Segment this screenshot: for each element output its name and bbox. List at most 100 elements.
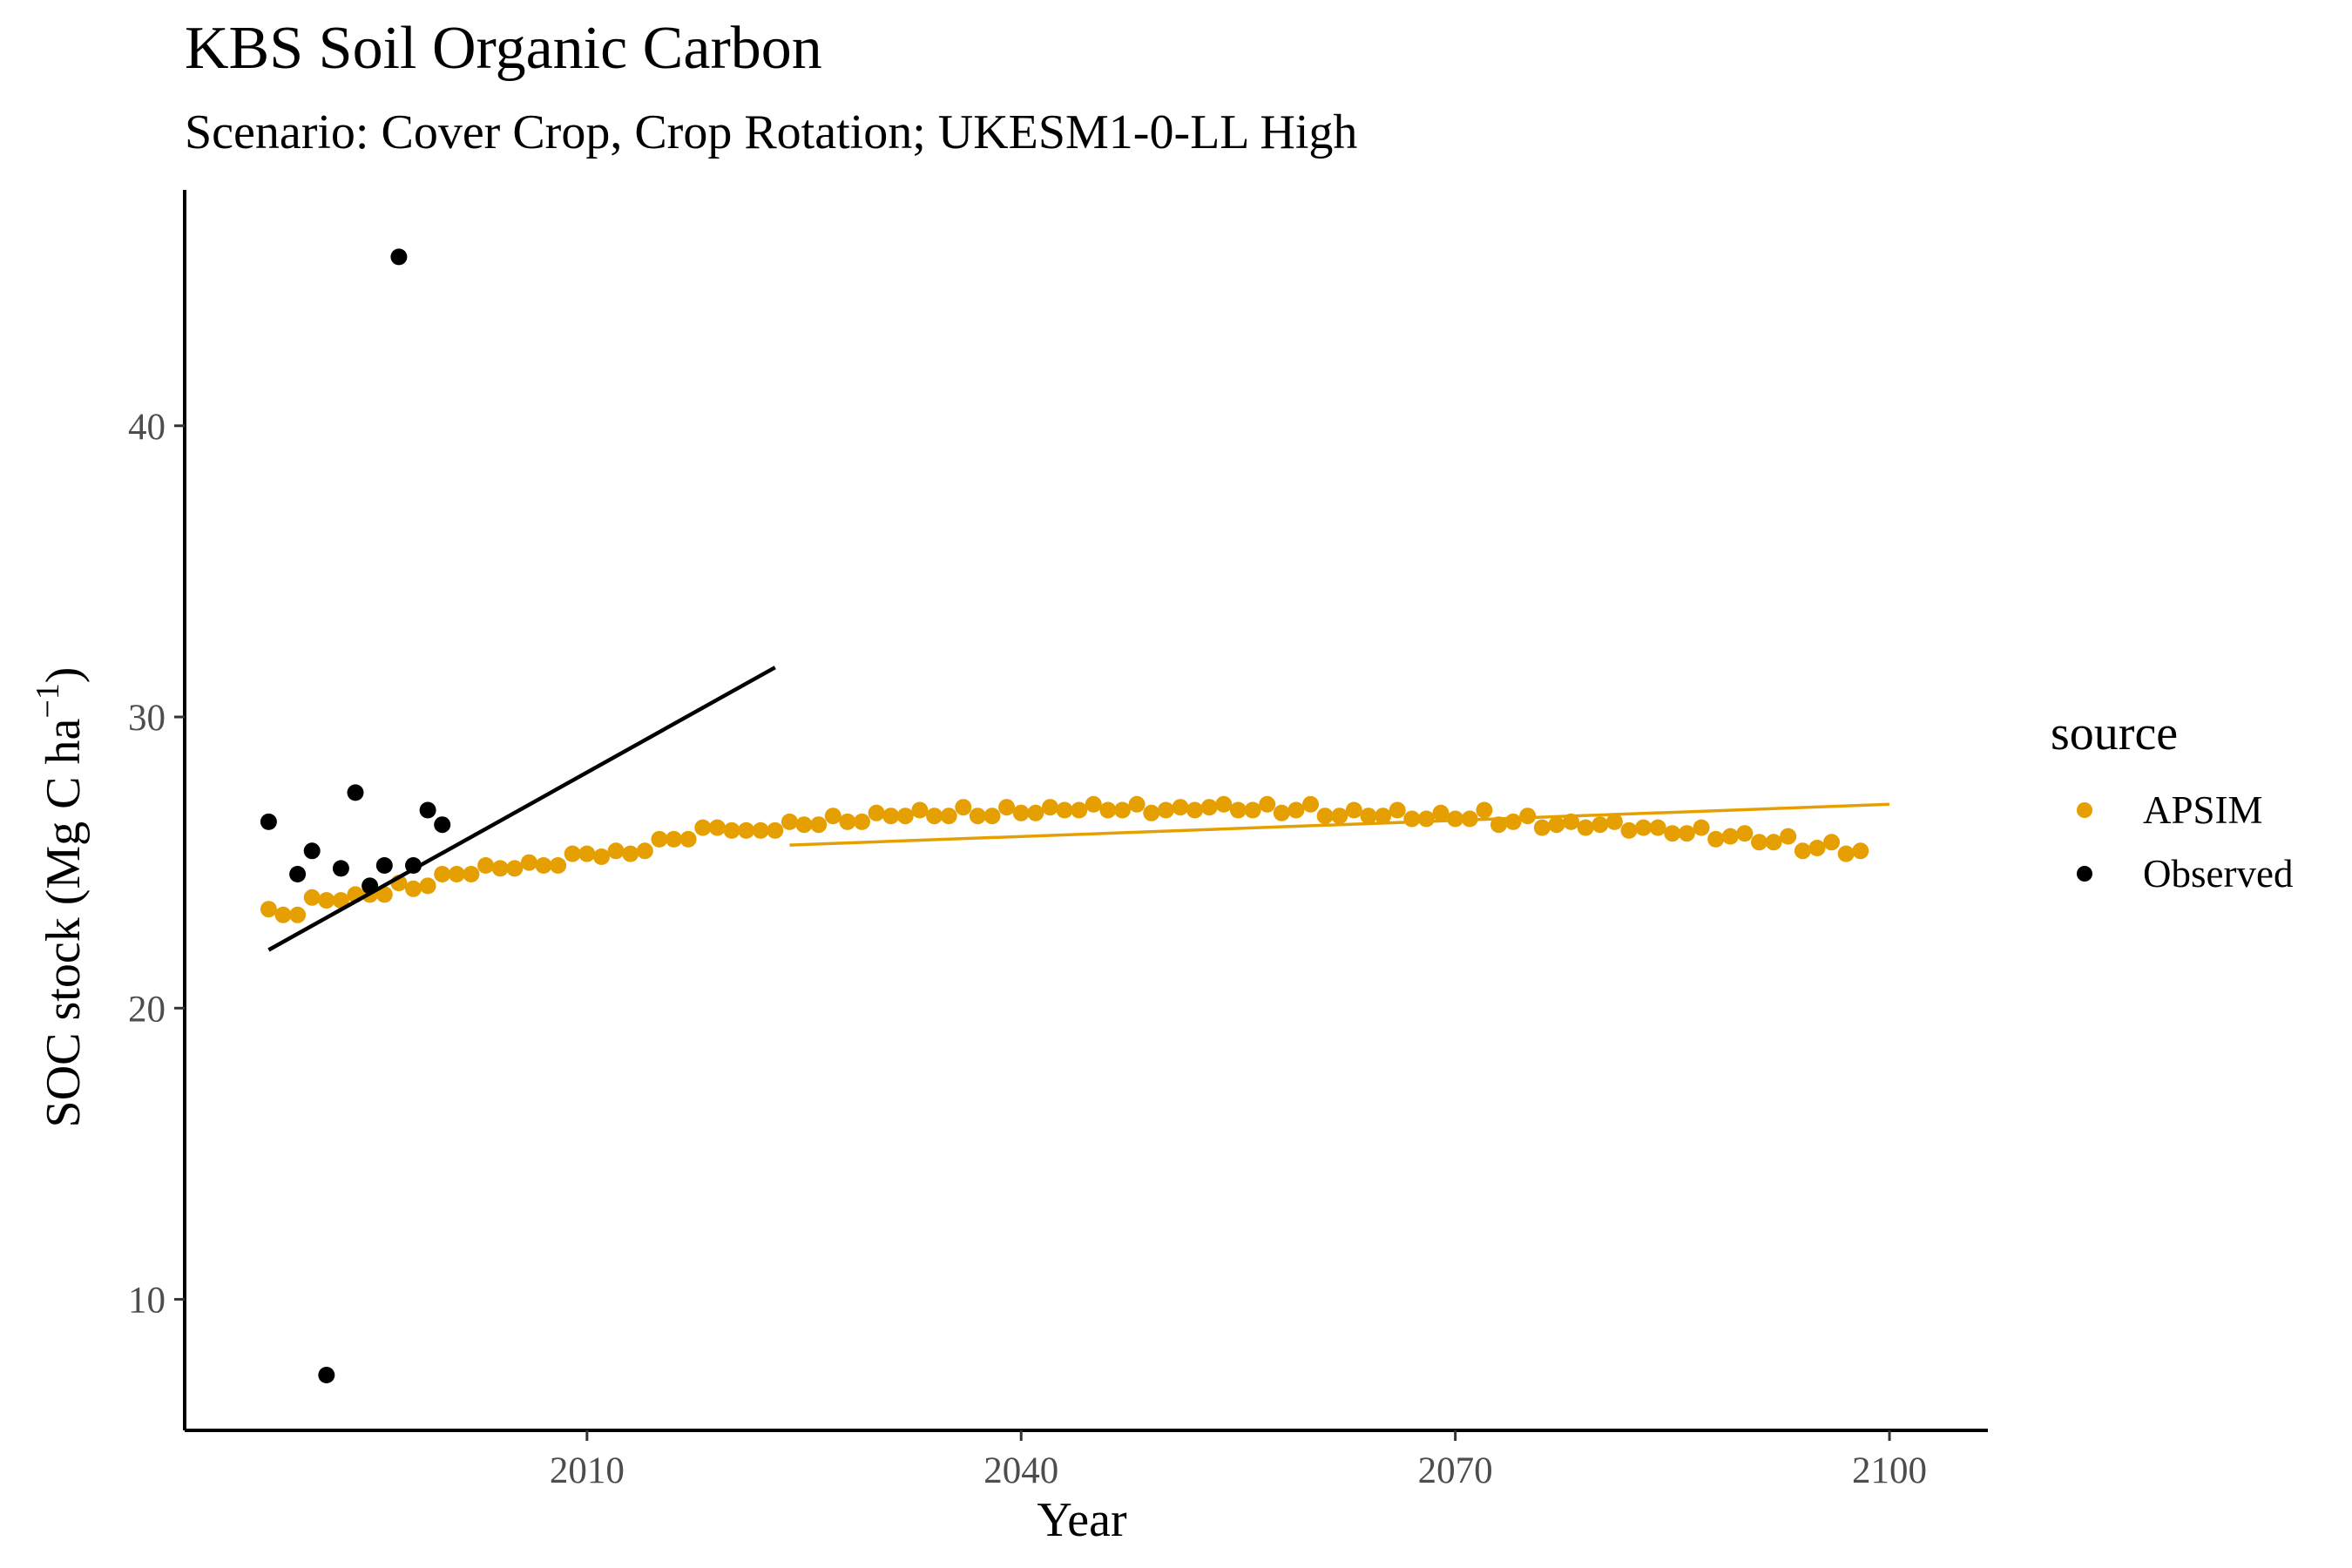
apsim-point-35: [767, 821, 784, 839]
apsim-point-14: [463, 866, 480, 882]
observed-point-10: [419, 801, 436, 819]
apsim-point-57: [1085, 795, 1102, 813]
apsim-point-92: [1592, 816, 1609, 834]
observed-point-2: [303, 842, 321, 860]
apsim-point-97: [1664, 825, 1681, 842]
apsim-point-66: [1215, 795, 1233, 813]
y-tick-label-20: 20: [128, 989, 166, 1030]
apsim-point-59: [1114, 801, 1131, 819]
apsim-point-11: [419, 877, 436, 895]
chart-subtitle: Scenario: Cover Crop, Crop Rotation; UKE…: [185, 105, 1357, 159]
apsim-point-53: [1027, 804, 1044, 821]
observed-point-4: [332, 860, 349, 877]
legend-title: source: [2051, 706, 2178, 760]
apsim-point-74: [1331, 808, 1348, 825]
apsim-point-4: [318, 892, 335, 909]
apsim-point-24: [607, 842, 625, 860]
apsim-point-101: [1721, 828, 1739, 845]
apsim-point-68: [1244, 801, 1261, 819]
legend-key-apsim: [2077, 802, 2092, 818]
legend-label-observed: Observed: [2143, 852, 2293, 896]
apsim-point-106: [1794, 842, 1811, 860]
apsim-point-104: [1765, 834, 1782, 851]
apsim-point-12: [434, 866, 451, 882]
apsim-point-17: [506, 860, 524, 877]
y-tick-label-30: 30: [128, 698, 166, 739]
apsim-point-87: [1519, 808, 1537, 825]
apsim-point-10: [405, 880, 422, 897]
apsim-point-110: [1852, 842, 1869, 860]
apsim-point-73: [1316, 808, 1334, 825]
apsim-point-80: [1417, 810, 1435, 828]
apsim-point-29: [679, 830, 697, 848]
apsim-point-105: [1780, 828, 1797, 845]
apsim-point-34: [752, 821, 769, 839]
apsim-point-55: [1056, 801, 1073, 819]
apsim-point-8: [375, 886, 393, 903]
apsim-point-0: [260, 901, 277, 918]
apsim-point-39: [824, 808, 841, 825]
apsim-point-96: [1649, 819, 1666, 836]
apsim-point-31: [708, 819, 726, 836]
apsim-point-16: [491, 860, 509, 877]
x-axis-title: Year: [1037, 1493, 1127, 1547]
legend-label-apsim: APSIM: [2143, 788, 2263, 832]
apsim-point-36: [781, 813, 798, 830]
apsim-point-54: [1042, 799, 1058, 816]
apsim-point-58: [1099, 801, 1117, 819]
apsim-point-42: [868, 804, 885, 821]
apsim-point-109: [1837, 845, 1855, 862]
y-axis-title: SOC stock (Mg C ha−1): [30, 667, 91, 1128]
apsim-point-27: [651, 830, 668, 848]
apsim-point-88: [1533, 819, 1551, 836]
observed-trend-line: [267, 666, 776, 952]
apsim-point-46: [926, 808, 943, 825]
x-tick-label-2100: 2100: [1852, 1450, 1927, 1491]
apsim-point-62: [1157, 801, 1174, 819]
apsim-point-75: [1345, 801, 1362, 819]
apsim-point-5: [332, 892, 349, 909]
apsim-point-33: [738, 821, 755, 839]
observed-point-1: [289, 866, 307, 882]
apsim-point-30: [694, 819, 712, 836]
apsim-point-47: [940, 808, 957, 825]
apsim-point-44: [896, 808, 914, 825]
apsim-point-67: [1229, 801, 1247, 819]
apsim-point-86: [1504, 813, 1522, 830]
axes: 2010 2040 2070 2100 10 20 30 40: [128, 190, 1988, 1491]
apsim-point-21: [564, 845, 581, 862]
observed-point-7: [375, 857, 393, 874]
apsim-point-56: [1071, 801, 1088, 819]
apsim-point-63: [1172, 799, 1189, 816]
apsim-point-84: [1476, 801, 1493, 819]
apsim-point-15: [477, 857, 495, 874]
chart-title: KBS Soil Organic Carbon: [185, 15, 822, 82]
apsim-point-69: [1259, 795, 1276, 813]
y-tick-label-10: 10: [128, 1281, 166, 1321]
plot-area: [260, 248, 1890, 1383]
apsim-point-77: [1375, 808, 1392, 825]
apsim-point-91: [1577, 819, 1594, 836]
apsim-point-19: [535, 857, 552, 874]
apsim-point-100: [1707, 830, 1725, 848]
x-tick-label-2010: 2010: [550, 1450, 625, 1491]
y-axis-title-superscript: −1: [30, 683, 66, 718]
observed-point-3: [318, 1367, 335, 1383]
apsim-point-107: [1808, 840, 1826, 856]
apsim-point-65: [1200, 799, 1218, 816]
apsim-point-64: [1186, 801, 1204, 819]
x-tick-label-2070: 2070: [1418, 1450, 1493, 1491]
apsim-point-81: [1432, 804, 1450, 821]
observed-point-11: [434, 816, 451, 834]
apsim-point-50: [983, 808, 1001, 825]
apsim-trend-line: [789, 802, 1890, 847]
apsim-point-45: [911, 801, 929, 819]
apsim-point-71: [1288, 801, 1305, 819]
apsim-point-93: [1605, 813, 1623, 830]
apsim-point-43: [882, 808, 900, 825]
apsim-point-41: [854, 813, 870, 830]
apsim-point-82: [1447, 810, 1464, 828]
apsim-point-49: [969, 808, 986, 825]
y-axis-title-main: SOC stock (Mg C ha: [37, 719, 91, 1128]
